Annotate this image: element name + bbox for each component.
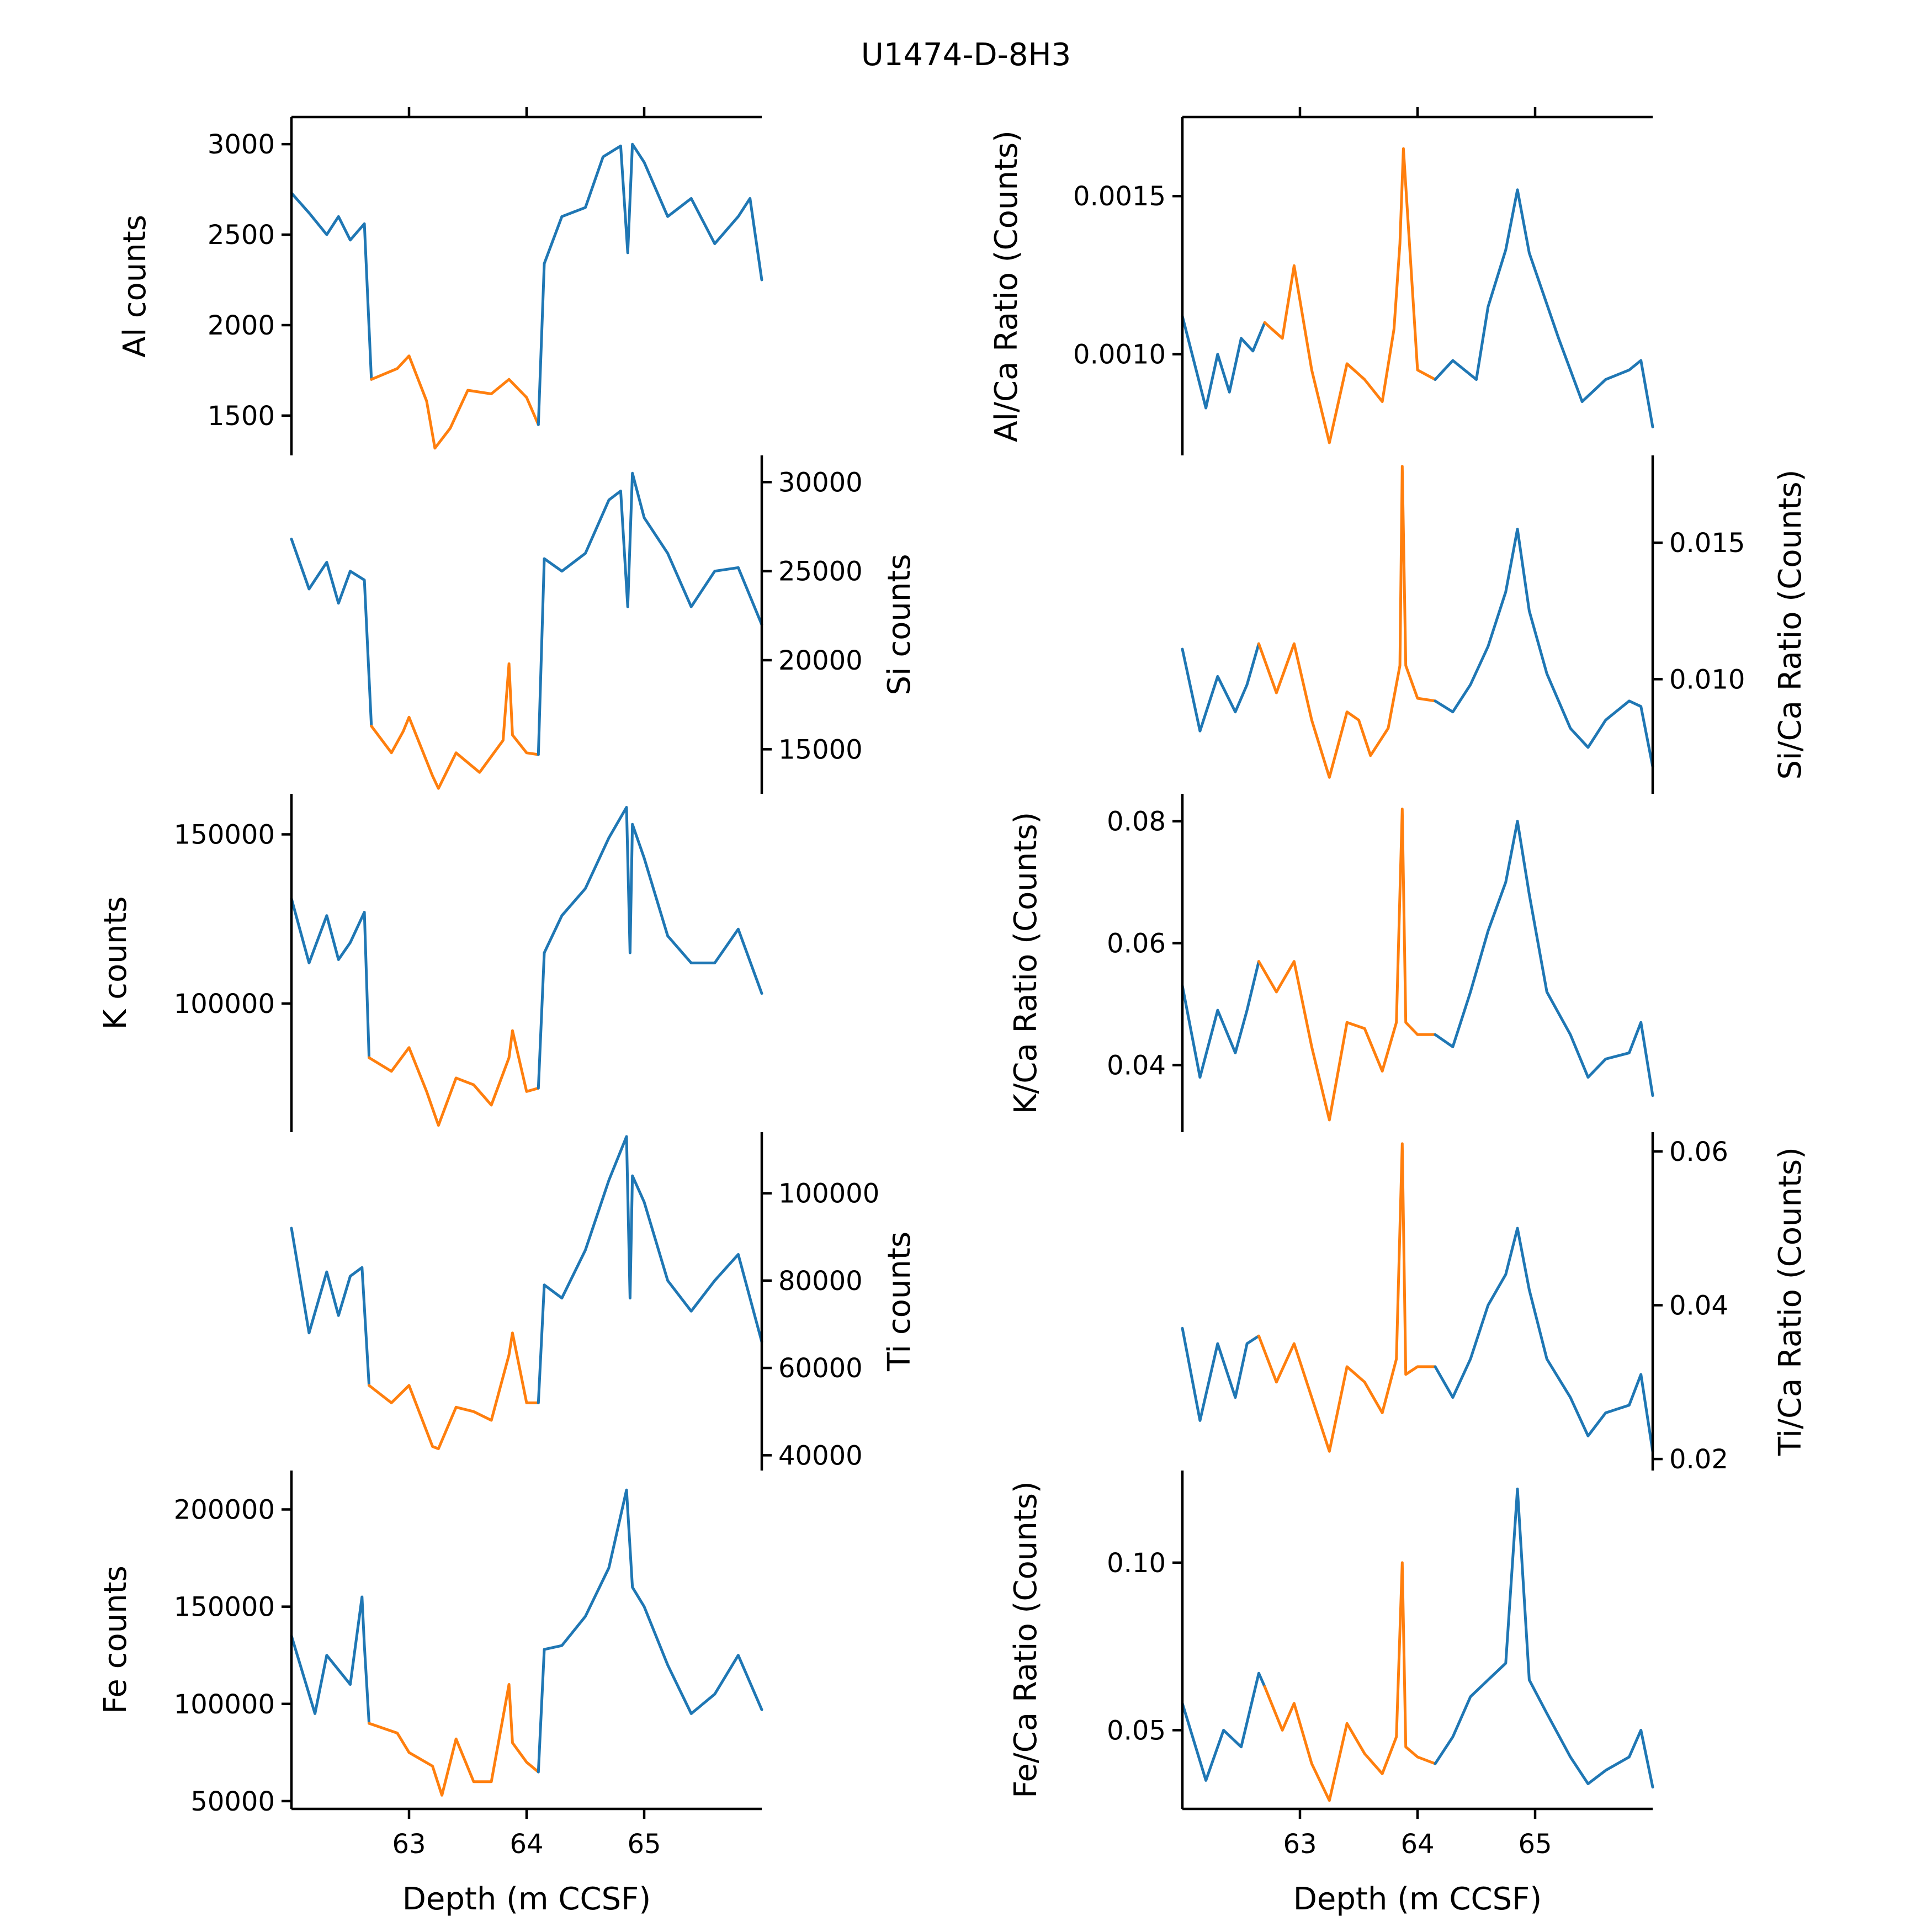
y-axis-label: Fe counts xyxy=(98,1565,134,1714)
series-line-highlight xyxy=(370,354,540,450)
y-tick-label: 200000 xyxy=(174,1494,275,1525)
y-tick-label: 25000 xyxy=(778,556,863,587)
panel-10: 0.05 0.10 Fe/Ca Ratio (Counts) 63 64 65 Depth … xyxy=(1008,1471,1654,1917)
series-line-baseline xyxy=(537,1488,763,1774)
panel-8: 0.04 0.06 0.08 K/Ca Ratio (Counts) xyxy=(1008,794,1654,1132)
y-tick-label: 0.04 xyxy=(1107,1050,1166,1081)
y-axis-label: Al/Ca Ratio (Counts) xyxy=(989,130,1025,442)
y-tick-label: 0.05 xyxy=(1107,1715,1166,1746)
panel-3: 100000 150000 K counts xyxy=(98,794,763,1132)
y-tick-label: 50000 xyxy=(190,1786,275,1817)
series-line-baseline xyxy=(1181,960,1260,1079)
series-line-baseline xyxy=(537,142,763,426)
series-line-baseline xyxy=(1434,1227,1654,1453)
x-tick-label: 64 xyxy=(509,1829,543,1860)
series-line-highlight xyxy=(368,1683,540,1797)
y-tick-label: 0.02 xyxy=(1669,1444,1728,1475)
figure-title: U1474-D-8H3 xyxy=(861,37,1071,73)
y-tick-label: 20000 xyxy=(778,645,863,676)
series-line-baseline xyxy=(1181,642,1260,733)
y-tick-label: 150000 xyxy=(174,820,275,851)
x-tick-label: 65 xyxy=(1518,1829,1552,1860)
panel-5: 50000 100000 150000 200000 Fe counts 63 64 65 De… xyxy=(98,1471,763,1917)
series-line-baseline xyxy=(1181,1671,1266,1782)
series-line-baseline xyxy=(290,897,371,1059)
y-tick-label: 2500 xyxy=(208,220,275,251)
series-line-highlight xyxy=(1263,1561,1437,1802)
y-tick-label: 2000 xyxy=(208,310,275,341)
panel-9: 0.02 0.04 0.06 Ti/Ca Ratio (Counts) xyxy=(1181,1132,1808,1475)
y-tick-label: 0.10 xyxy=(1107,1548,1166,1579)
series-line-highlight xyxy=(368,1029,540,1127)
series-line-baseline xyxy=(1181,315,1266,410)
panel-2: 15000 20000 25000 30000 Si counts xyxy=(290,455,917,794)
x-axis-label: Depth (m CCSF) xyxy=(402,1881,651,1917)
series-line-highlight xyxy=(1257,1142,1437,1453)
y-tick-label: 150000 xyxy=(174,1592,275,1623)
y-tick-label: 60000 xyxy=(778,1353,863,1384)
series-line-baseline xyxy=(290,192,373,381)
x-tick-label: 65 xyxy=(627,1829,661,1860)
y-tick-label: 100000 xyxy=(174,989,275,1020)
y-axis-label: Fe/Ca Ratio (Counts) xyxy=(1008,1481,1044,1798)
y-tick-label: 0.06 xyxy=(1107,928,1166,959)
y-tick-label: 15000 xyxy=(778,734,863,765)
series-line-highlight xyxy=(1257,465,1437,779)
panel-7: 0.010 0.015 Si/Ca Ratio (Counts) xyxy=(1181,455,1808,794)
y-axis-label: K/Ca Ratio (Counts) xyxy=(1008,812,1044,1114)
y-tick-label: 30000 xyxy=(778,467,863,498)
y-tick-label: 40000 xyxy=(778,1440,863,1471)
series-line-highlight xyxy=(368,1331,540,1450)
y-tick-label: 0.06 xyxy=(1669,1137,1728,1167)
y-tick-label: 0.08 xyxy=(1107,806,1166,837)
y-tick-label: 3000 xyxy=(208,129,275,160)
y-axis-label: K counts xyxy=(98,896,134,1030)
y-tick-label: 0.0010 xyxy=(1073,339,1166,370)
x-tick-label: 64 xyxy=(1400,1829,1434,1860)
series-line-baseline xyxy=(1434,528,1654,768)
series-line-highlight xyxy=(1257,808,1437,1122)
y-axis-label: Si/Ca Ratio (Counts) xyxy=(1772,470,1808,780)
series-line-baseline xyxy=(537,471,763,756)
x-tick-label: 63 xyxy=(392,1829,426,1860)
series-line-baseline xyxy=(290,538,373,728)
series-line-baseline xyxy=(537,806,763,1090)
y-tick-label: 1500 xyxy=(208,401,275,432)
panel-1: 1500 2000 2500 3000 Al counts xyxy=(117,107,763,455)
y-tick-label: 0.015 xyxy=(1669,528,1745,559)
y-axis-label: Si counts xyxy=(882,554,917,695)
y-tick-label: 0.010 xyxy=(1669,664,1745,695)
panel-6: 0.0010 0.0015 Al/Ca Ratio (Counts) xyxy=(989,107,1654,455)
series-line-highlight xyxy=(1263,147,1437,444)
x-tick-label: 63 xyxy=(1283,1829,1317,1860)
series-line-baseline xyxy=(1434,188,1654,428)
series-line-baseline xyxy=(1434,820,1654,1097)
y-axis-label: Ti counts xyxy=(882,1232,917,1372)
y-tick-label: 80000 xyxy=(778,1266,863,1297)
series-line-baseline xyxy=(1181,1326,1260,1422)
series-line-baseline xyxy=(290,1595,371,1725)
y-tick-label: 0.0015 xyxy=(1073,181,1166,212)
series-line-baseline xyxy=(537,1135,763,1404)
y-tick-label: 100000 xyxy=(778,1179,879,1209)
series-line-highlight xyxy=(370,662,540,790)
y-tick-label: 100000 xyxy=(174,1689,275,1720)
x-axis-label: Depth (m CCSF) xyxy=(1293,1881,1542,1917)
y-tick-label: 0.04 xyxy=(1669,1290,1728,1321)
series-line-baseline xyxy=(290,1227,371,1387)
y-axis-label: Ti/Ca Ratio (Counts) xyxy=(1772,1147,1808,1456)
series-line-baseline xyxy=(1434,1487,1654,1788)
y-axis-label: Al counts xyxy=(117,215,153,358)
